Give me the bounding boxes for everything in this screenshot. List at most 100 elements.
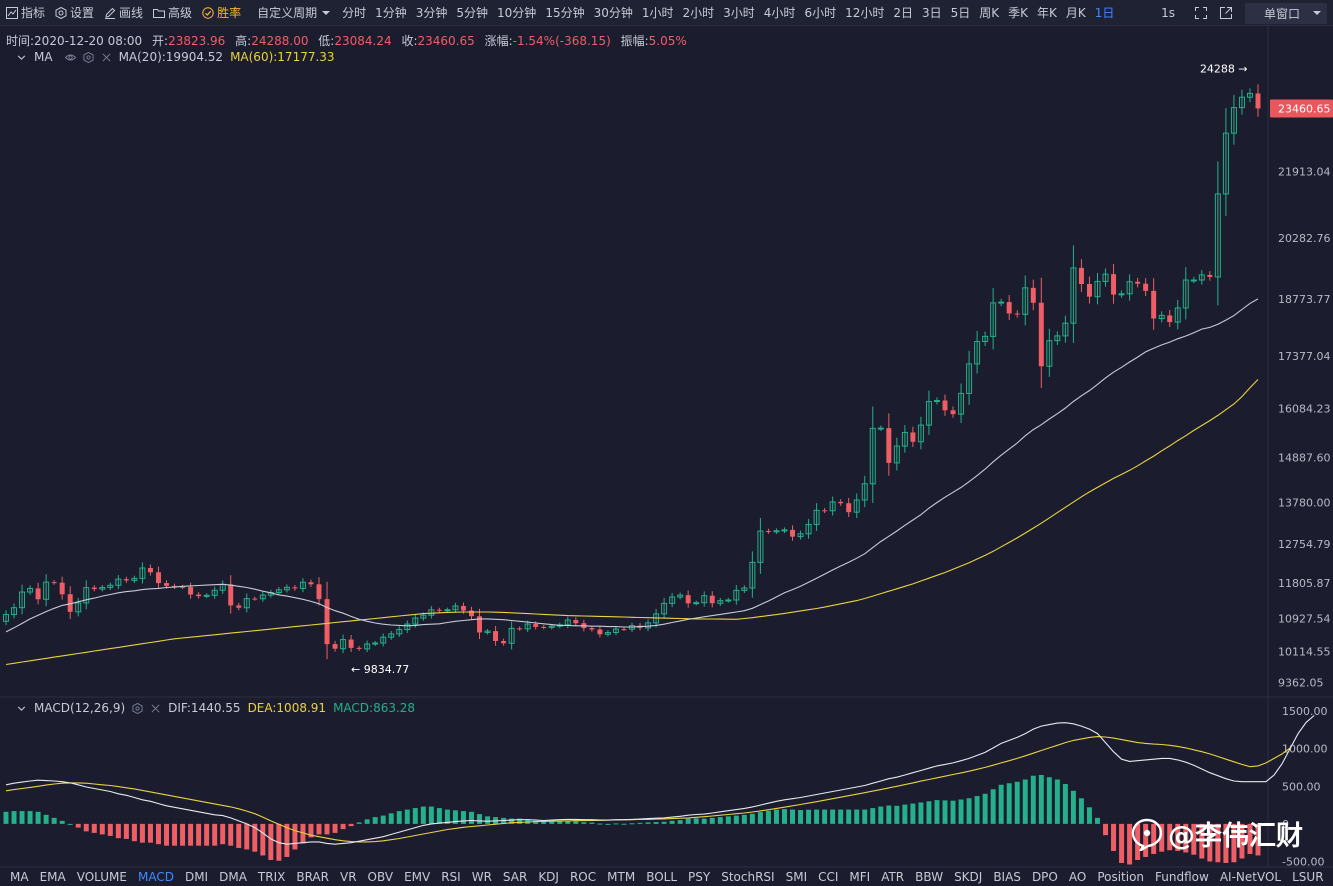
macd-hist-bar [758, 812, 763, 824]
macd-hist-bar [999, 785, 1004, 824]
macd-hist-bar [469, 812, 474, 824]
macd-hist-bar [100, 824, 105, 835]
indicator-tab-smi[interactable]: SMI [786, 870, 808, 884]
indicator-tab-mfi[interactable]: MFI [849, 870, 870, 884]
indicator-tab-ai-netvol[interactable]: AI-NetVOL [1220, 870, 1281, 884]
indicator-tab-ao[interactable]: AO [1069, 870, 1086, 884]
indicator-tab-bbw[interactable]: BBW [915, 870, 943, 884]
candle-body [782, 530, 787, 531]
candle-body [1207, 275, 1212, 277]
price-axis-tick: 10114.55 [1278, 646, 1331, 659]
indicator-tab-rsi[interactable]: RSI [441, 870, 461, 884]
candle-body [910, 432, 915, 441]
macd-hist-bar [12, 811, 17, 824]
candle-body [228, 584, 233, 605]
candle-body [60, 583, 65, 595]
indicator-tab-vr[interactable]: VR [340, 870, 357, 884]
macd-hist-bar [44, 815, 49, 824]
macd-hist-bar [437, 808, 442, 824]
candle-body [589, 628, 594, 629]
indicator-tab-emv[interactable]: EMV [404, 870, 430, 884]
macd-hist-bar [140, 824, 145, 843]
indicator-tab-psy[interactable]: PSY [688, 870, 710, 884]
candle-body [597, 630, 602, 635]
indicator-tab-roc[interactable]: ROC [570, 870, 596, 884]
indicator-tab-boll[interactable]: BOLL [646, 870, 677, 884]
indicator-tab-atr[interactable]: ATR [881, 870, 904, 884]
macd-hist-bar [292, 824, 297, 850]
candle-body [573, 620, 578, 623]
candle-body [517, 628, 522, 629]
indicator-tab-brar[interactable]: BRAR [296, 870, 329, 884]
indicator-tab-macd[interactable]: MACD [138, 870, 174, 884]
macd-hist-bar [68, 824, 73, 825]
indicator-tab-dpo[interactable]: DPO [1032, 870, 1058, 884]
candle-body [1031, 288, 1036, 303]
indicator-tab-skdj[interactable]: SKDJ [954, 870, 982, 884]
macd-hist-bar [862, 810, 867, 824]
candle-body [317, 584, 322, 599]
macd-hist-bar [268, 824, 273, 860]
indicator-tab-dma[interactable]: DMA [219, 870, 247, 884]
macd-hist-bar [204, 824, 209, 846]
indicator-tab-ema[interactable]: EMA [40, 870, 66, 884]
price-axis-tick: 12754.79 [1278, 538, 1331, 551]
indicator-tab-dmi[interactable]: DMI [185, 870, 208, 884]
indicator-tab-stochrsi[interactable]: StochRSI [721, 870, 774, 884]
macd-hist-bar [926, 801, 931, 824]
candle-body [1135, 282, 1140, 284]
macd-hist-bar [228, 824, 233, 846]
indicator-tab-volume[interactable]: VOLUME [77, 870, 127, 884]
candle-body [1119, 294, 1124, 295]
indicator-tab-fundflow[interactable]: Fundflow [1155, 870, 1209, 884]
indicator-tab-kdj[interactable]: KDJ [538, 870, 559, 884]
macd-hist-bar [421, 807, 426, 824]
macd-hist-bar [1023, 779, 1028, 823]
macd-hist-bar [485, 816, 490, 824]
candle-body [325, 599, 330, 644]
macd-hist-bar [750, 814, 755, 824]
indicator-tab-position[interactable]: Position [1097, 870, 1144, 884]
candle-body [846, 503, 851, 512]
indicator-tab-lsur[interactable]: LSUR [1292, 870, 1323, 884]
macd-hist-bar [1119, 824, 1124, 863]
macd-hist-bar [4, 812, 9, 824]
macd-hist-bar [975, 796, 980, 824]
indicator-tab-ma[interactable]: MA [10, 870, 29, 884]
price-axis-tick: 21913.04 [1278, 165, 1331, 178]
indicator-tab-cci[interactable]: CCI [818, 870, 838, 884]
candle-body [308, 582, 313, 584]
macd-hist-bar [389, 813, 394, 824]
macd-hist-bar [710, 818, 715, 824]
candle-body [1191, 280, 1196, 281]
indicator-tab-bias[interactable]: BIAS [993, 870, 1021, 884]
indicator-tab-wr[interactable]: WR [472, 870, 492, 884]
candle-body [164, 583, 169, 586]
candle-body [36, 588, 41, 599]
macd-hist-bar [694, 818, 699, 824]
indicator-tab-trix[interactable]: TRIX [258, 870, 285, 884]
macd-hist-bar [1007, 783, 1012, 824]
macd-hist-bar [734, 816, 739, 824]
candle-body [1079, 268, 1084, 284]
weibo-logo-icon [1130, 817, 1164, 851]
candle-body [204, 595, 209, 596]
indicator-tab-mtm[interactable]: MTM [607, 870, 635, 884]
candle-body [1007, 302, 1012, 313]
macd-hist-bar [1111, 824, 1116, 851]
macd-hist-bar [870, 808, 875, 824]
macd-hist-bar [84, 824, 89, 832]
macd-hist-bar [549, 822, 554, 824]
candle-body [790, 530, 795, 537]
macd-hist-bar [180, 824, 185, 846]
candle-body [1111, 274, 1116, 294]
indicator-tab-sar[interactable]: SAR [503, 870, 527, 884]
price-axis-tick: 11805.87 [1278, 577, 1331, 590]
indicator-tab-obv[interactable]: OBV [368, 870, 394, 884]
macd-hist-bar [413, 808, 418, 824]
macd-hist-bar [477, 814, 482, 824]
macd-hist-bar [686, 819, 691, 824]
macd-hist-bar [541, 822, 546, 824]
candle-body [148, 568, 153, 572]
